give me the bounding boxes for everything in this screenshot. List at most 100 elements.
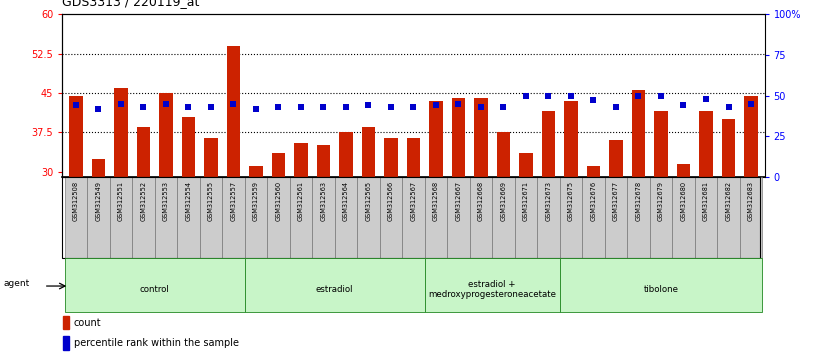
Bar (63, 336, 69, 350)
Text: GSM312682: GSM312682 (725, 181, 731, 221)
Point (632, 93, 645, 98)
Text: GSM312551: GSM312551 (118, 181, 124, 221)
Text: estradiol +
medroxyprogesteroneacetate: estradiol + medroxyprogesteroneacetate (428, 280, 556, 299)
Text: GSM312549: GSM312549 (96, 181, 101, 221)
Text: GSM312673: GSM312673 (545, 181, 552, 221)
Point (182, 104, 195, 110)
Point (339, 104, 352, 110)
Text: GSM312563: GSM312563 (321, 181, 327, 221)
Text: GSM312683: GSM312683 (748, 181, 754, 221)
Text: GSM312560: GSM312560 (275, 181, 282, 221)
Bar (317, 145, 330, 329)
Text: GSM312675: GSM312675 (568, 181, 574, 221)
Point (160, 101, 173, 107)
Point (384, 104, 397, 110)
Point (497, 104, 510, 110)
Point (654, 93, 667, 98)
Text: GSM312554: GSM312554 (185, 181, 191, 221)
Bar (204, 138, 218, 329)
Text: GSM312669: GSM312669 (500, 181, 506, 221)
Text: GSM312552: GSM312552 (140, 181, 146, 221)
Bar (492, 177, 514, 258)
Text: estradiol: estradiol (316, 285, 353, 294)
Bar (91, 159, 105, 329)
Text: GSM312677: GSM312677 (613, 181, 619, 221)
Point (587, 98, 600, 103)
Bar (227, 46, 240, 329)
Bar (699, 112, 713, 329)
Bar (110, 177, 132, 258)
Point (430, 103, 443, 108)
Point (564, 93, 578, 98)
Point (542, 93, 555, 98)
Bar (672, 177, 695, 258)
Bar (361, 127, 375, 329)
Point (114, 101, 127, 107)
Bar (177, 177, 199, 258)
Point (272, 104, 285, 110)
Bar (380, 177, 402, 258)
Point (136, 104, 150, 110)
Point (452, 101, 465, 107)
Bar (159, 93, 173, 329)
Text: GSM312557: GSM312557 (230, 181, 236, 221)
Bar (406, 138, 420, 329)
Bar (695, 177, 717, 258)
Text: GSM312676: GSM312676 (591, 181, 597, 221)
Bar (339, 132, 352, 329)
Text: GSM312668: GSM312668 (478, 181, 484, 221)
Text: agent: agent (3, 279, 30, 289)
Point (317, 104, 330, 110)
Text: GSM312567: GSM312567 (411, 181, 416, 221)
Point (519, 93, 533, 98)
Point (722, 104, 735, 110)
Bar (560, 177, 583, 258)
Bar (335, 177, 357, 258)
Bar (136, 127, 150, 329)
Point (361, 103, 375, 108)
Bar (155, 177, 177, 258)
Bar (199, 177, 222, 258)
Text: GSM312568: GSM312568 (433, 181, 439, 221)
Bar (470, 177, 492, 258)
Bar (537, 177, 560, 258)
Bar (583, 177, 605, 258)
Bar (294, 143, 307, 329)
Point (745, 101, 758, 107)
Text: percentile rank within the sample: percentile rank within the sample (74, 338, 238, 348)
Text: GSM312671: GSM312671 (523, 181, 529, 221)
Bar (267, 177, 290, 258)
Bar (87, 177, 110, 258)
Bar (312, 177, 335, 258)
Point (294, 104, 307, 110)
Bar (542, 112, 555, 329)
Text: GSM312564: GSM312564 (343, 181, 349, 221)
Bar (745, 96, 758, 329)
Bar (222, 177, 244, 258)
Bar (132, 177, 155, 258)
Text: tibolone: tibolone (643, 285, 678, 294)
Text: GSM312508: GSM312508 (73, 181, 79, 221)
Bar (384, 138, 398, 329)
Bar (402, 177, 425, 258)
Bar (650, 177, 672, 258)
Text: GSM312565: GSM312565 (366, 181, 371, 221)
Bar (114, 88, 128, 329)
Bar (564, 101, 578, 329)
Text: GSM312559: GSM312559 (253, 181, 259, 221)
Bar (357, 177, 380, 258)
Bar (605, 177, 627, 258)
Text: GSM312553: GSM312553 (163, 181, 169, 221)
Bar (425, 258, 560, 312)
Bar (290, 177, 312, 258)
Bar (244, 258, 425, 312)
Text: count: count (74, 318, 101, 327)
Point (91, 106, 105, 112)
Bar (497, 132, 510, 329)
Bar (475, 98, 488, 329)
Bar (65, 258, 244, 312)
Point (676, 103, 690, 108)
Bar (249, 166, 263, 329)
Bar (514, 177, 537, 258)
Point (406, 104, 420, 110)
